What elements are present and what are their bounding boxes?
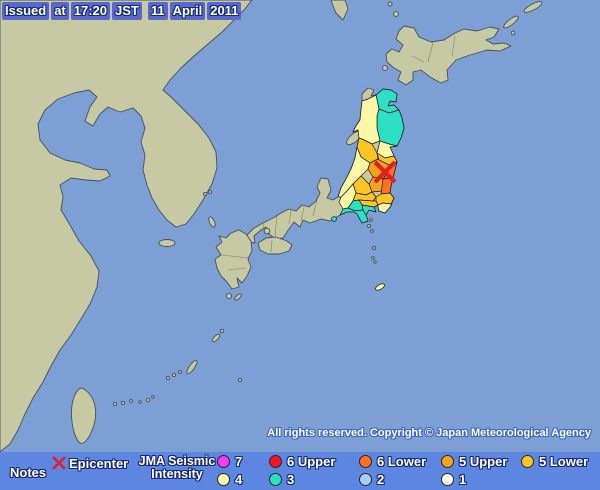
intensity-7-swatch — [217, 454, 230, 468]
izu-islands — [367, 218, 377, 264]
banner-word: Issued — [2, 2, 50, 20]
rishiri-rebun-islands — [387, 1, 399, 17]
western-prefecture-borders — [221, 199, 318, 271]
intensity-5upper-swatch — [441, 454, 454, 468]
oki-islands — [202, 189, 213, 197]
legend-item-label: 6 Upper — [287, 453, 336, 469]
japan-map-svg — [0, 0, 543, 452]
region-chiba-south-int4 — [377, 202, 392, 214]
banner-word: at — [51, 2, 69, 20]
intensity-6upper-swatch — [269, 454, 282, 468]
intensity-1-swatch — [441, 472, 454, 486]
epicenter-icon — [52, 456, 66, 470]
kuril-islands — [503, 1, 543, 36]
legend-item-label: 5 Upper — [459, 453, 508, 469]
hokkaido-district-borders — [411, 35, 456, 63]
intensity-4-swatch — [217, 472, 230, 486]
intensity-3-swatch — [269, 472, 282, 486]
jeju-island — [158, 239, 176, 247]
tsushima-island — [208, 216, 216, 228]
banner-word: JST — [112, 2, 142, 20]
ryukyu-islands — [112, 292, 243, 407]
intensity-2-swatch — [359, 472, 372, 486]
legend-item-label: 5 Lower — [539, 453, 589, 469]
legend-item-2: 2 — [359, 472, 384, 486]
kyushu — [214, 229, 253, 290]
legend-item-1: 1 — [441, 472, 466, 486]
legend-item-4: 4 — [217, 472, 242, 486]
asia-continent — [0, 0, 253, 452]
scale-title-line2: Intensity — [151, 467, 203, 481]
copyright-notice: All rights reserved. Copyright © Japan M… — [267, 427, 591, 439]
region-tochigi-int5upper — [368, 176, 384, 193]
banner-word: April — [169, 2, 206, 20]
scale-title: JMA Seismic Intensity — [138, 455, 216, 481]
legend-item-7: 7 — [217, 454, 242, 468]
shikoku — [257, 236, 293, 255]
legend-item-6upper: 6 Upper — [269, 454, 335, 468]
region-hachijojima-int4 — [375, 283, 385, 291]
epicenter-label: Epicenter — [69, 456, 129, 471]
banner-word: 11 — [147, 2, 168, 20]
region-izu-oshima-int3 — [331, 216, 337, 222]
legend-item-label: 7 — [235, 453, 243, 469]
sakhalin — [330, 0, 349, 21]
legend-item-label: 4 — [235, 471, 243, 487]
intensity-regions — [331, 88, 405, 291]
notes-label: Notes — [10, 465, 47, 480]
epicenter-marker — [373, 160, 397, 184]
hokkaido — [385, 25, 512, 86]
legend-item-3: 3 — [269, 472, 294, 486]
legend-item-label: 1 — [459, 471, 467, 487]
banner-word: 2011 — [207, 2, 242, 20]
awaji-island — [263, 227, 271, 235]
scale-title-line1: JMA Seismic — [138, 454, 216, 468]
banner-word: 17:20 — [70, 2, 110, 20]
legend-item-5upper: 5 Upper — [441, 454, 507, 468]
taiwan — [71, 387, 97, 444]
legend-item-6lower: 6 Lower — [359, 454, 426, 468]
okushiri-island — [382, 65, 388, 71]
legend-item-label: 6 Lower — [377, 453, 427, 469]
region-iwate-int3 — [376, 108, 405, 147]
intensity-5lower-swatch — [521, 454, 534, 468]
issued-banner: Issued at 17:20 JST 11 April 2011 — [2, 2, 243, 20]
region-shizuoka-izu-int3 — [339, 207, 369, 224]
legend-item-label: 3 — [287, 471, 295, 487]
legend-bar: Notes Epicenter JMA Seismic Intensity 7 … — [0, 452, 600, 490]
legend-item-label: 2 — [377, 471, 385, 487]
legend-item-5lower: 5 Lower — [521, 454, 588, 468]
intensity-6lower-swatch — [359, 454, 372, 468]
